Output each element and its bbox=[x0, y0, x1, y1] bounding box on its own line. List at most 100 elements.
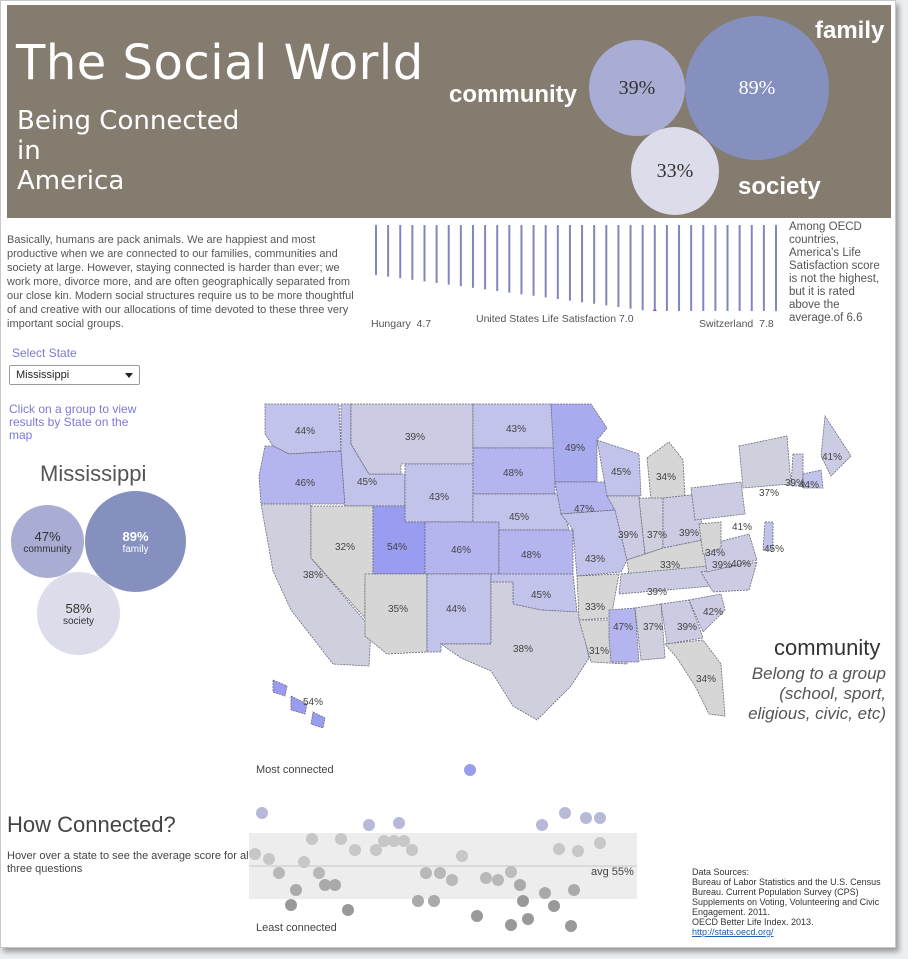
state-dot[interactable] bbox=[406, 844, 418, 856]
state-dot[interactable] bbox=[536, 819, 548, 831]
state-dot[interactable] bbox=[480, 872, 492, 884]
state-sc[interactable] bbox=[688, 593, 726, 633]
state-dot[interactable] bbox=[568, 884, 580, 896]
state-connection-dotplot[interactable] bbox=[249, 759, 639, 939]
state-society-bubble[interactable]: 58% society bbox=[37, 572, 120, 655]
state-dot[interactable] bbox=[329, 879, 341, 891]
state-dot[interactable] bbox=[505, 866, 517, 878]
state-ma[interactable] bbox=[802, 469, 824, 489]
state-dot[interactable] bbox=[398, 835, 410, 847]
state-family-bubble[interactable]: 89% family bbox=[85, 491, 186, 592]
state-mi[interactable] bbox=[646, 441, 686, 501]
oecd-low-value: 4.7 bbox=[416, 318, 432, 330]
state-dot[interactable] bbox=[428, 895, 440, 907]
family-label[interactable]: family bbox=[815, 17, 885, 44]
state-pa[interactable] bbox=[690, 481, 746, 521]
state-dot[interactable] bbox=[559, 807, 571, 819]
state-dot[interactable] bbox=[263, 853, 275, 865]
state-wi[interactable] bbox=[596, 439, 642, 497]
map-measure-description: Belong to a group (school, sport, eligio… bbox=[748, 664, 886, 723]
state-community-value: 47% bbox=[34, 528, 61, 544]
state-dot[interactable] bbox=[456, 850, 468, 862]
state-dot[interactable] bbox=[420, 867, 432, 879]
state-dot[interactable] bbox=[514, 879, 526, 891]
state-dot[interactable] bbox=[553, 843, 565, 855]
state-dot[interactable] bbox=[273, 867, 285, 879]
state-pa-value: 41% bbox=[732, 522, 752, 533]
oecd-link[interactable]: http://stats.oecd.org/ bbox=[692, 927, 774, 937]
national-community-value: 39% bbox=[618, 76, 656, 99]
oecd-life-satisfaction-bars[interactable] bbox=[369, 221, 785, 311]
state-nm[interactable] bbox=[426, 573, 492, 653]
state-dot[interactable] bbox=[335, 833, 347, 845]
dashboard-frame: The Social World Being Connected in Amer… bbox=[0, 0, 896, 948]
state-ms[interactable] bbox=[608, 607, 640, 663]
state-az[interactable] bbox=[364, 573, 428, 655]
state-dropdown-value: Mississippi bbox=[16, 369, 70, 381]
state-mt[interactable] bbox=[350, 403, 474, 475]
state-dot[interactable] bbox=[505, 919, 517, 931]
state-dot[interactable] bbox=[492, 874, 504, 886]
state-ar[interactable] bbox=[576, 573, 620, 621]
state-dot[interactable] bbox=[249, 848, 261, 860]
state-dot[interactable] bbox=[594, 812, 606, 824]
state-dot[interactable] bbox=[290, 884, 302, 896]
state-dot[interactable] bbox=[313, 867, 325, 879]
state-dot[interactable] bbox=[412, 895, 424, 907]
state-dot[interactable] bbox=[565, 920, 577, 932]
state-family-label: family bbox=[122, 543, 149, 555]
community-label[interactable]: community bbox=[449, 81, 578, 108]
state-dot[interactable] bbox=[522, 913, 534, 925]
state-ky[interactable] bbox=[626, 539, 710, 577]
state-dot[interactable] bbox=[517, 895, 529, 907]
state-dot[interactable] bbox=[256, 807, 268, 819]
state-dot[interactable] bbox=[285, 899, 297, 911]
state-dot[interactable] bbox=[434, 867, 446, 879]
state-dot[interactable] bbox=[378, 835, 390, 847]
state-ga[interactable] bbox=[660, 599, 704, 645]
state-vt[interactable] bbox=[790, 453, 804, 487]
state-dot[interactable] bbox=[370, 844, 382, 856]
state-dropdown[interactable]: Mississippi bbox=[9, 365, 140, 385]
national-family-bubble[interactable]: 89% bbox=[685, 16, 829, 160]
state-community-bubble[interactable]: 47% community bbox=[11, 505, 84, 578]
state-dot[interactable] bbox=[580, 812, 592, 824]
state-dot[interactable] bbox=[342, 904, 354, 916]
state-dot[interactable] bbox=[539, 887, 551, 899]
state-wy[interactable] bbox=[404, 463, 474, 523]
how-connected-text: Hover over a state to see the average sc… bbox=[7, 850, 251, 875]
state-dot[interactable] bbox=[298, 856, 310, 868]
state-dot[interactable] bbox=[306, 833, 318, 845]
state-hi[interactable] bbox=[272, 679, 326, 729]
state-dot[interactable] bbox=[363, 819, 375, 831]
state-dot[interactable] bbox=[572, 845, 584, 857]
state-al[interactable] bbox=[634, 603, 666, 661]
state-dot[interactable] bbox=[471, 910, 483, 922]
selected-state-name: Mississippi bbox=[40, 461, 147, 486]
state-ks[interactable] bbox=[498, 529, 574, 575]
state-or[interactable] bbox=[258, 445, 346, 505]
state-dot[interactable] bbox=[594, 837, 606, 849]
state-fl[interactable] bbox=[664, 639, 726, 717]
state-dot[interactable] bbox=[349, 844, 361, 856]
state-nj[interactable] bbox=[762, 521, 774, 551]
state-dot[interactable] bbox=[388, 835, 400, 847]
state-nd[interactable] bbox=[472, 403, 556, 449]
state-dot[interactable] bbox=[446, 874, 458, 886]
state-dot[interactable] bbox=[464, 764, 476, 776]
state-dot[interactable] bbox=[548, 900, 560, 912]
national-community-bubble[interactable]: 39% bbox=[589, 40, 685, 136]
society-label[interactable]: society bbox=[738, 173, 821, 200]
header-banner: The Social World Being Connected in Amer… bbox=[7, 5, 891, 218]
state-co[interactable] bbox=[424, 521, 500, 575]
national-society-bubble[interactable]: 33% bbox=[631, 127, 719, 215]
state-dot[interactable] bbox=[319, 879, 331, 891]
state-wv[interactable] bbox=[698, 521, 722, 555]
select-state-label: Select State bbox=[12, 346, 77, 360]
state-sd[interactable] bbox=[472, 447, 556, 495]
how-connected-title: How Connected? bbox=[7, 812, 176, 837]
state-ny[interactable] bbox=[738, 435, 792, 489]
state-dot[interactable] bbox=[393, 817, 405, 829]
state-me[interactable] bbox=[820, 414, 852, 477]
state-wa[interactable] bbox=[264, 403, 342, 455]
